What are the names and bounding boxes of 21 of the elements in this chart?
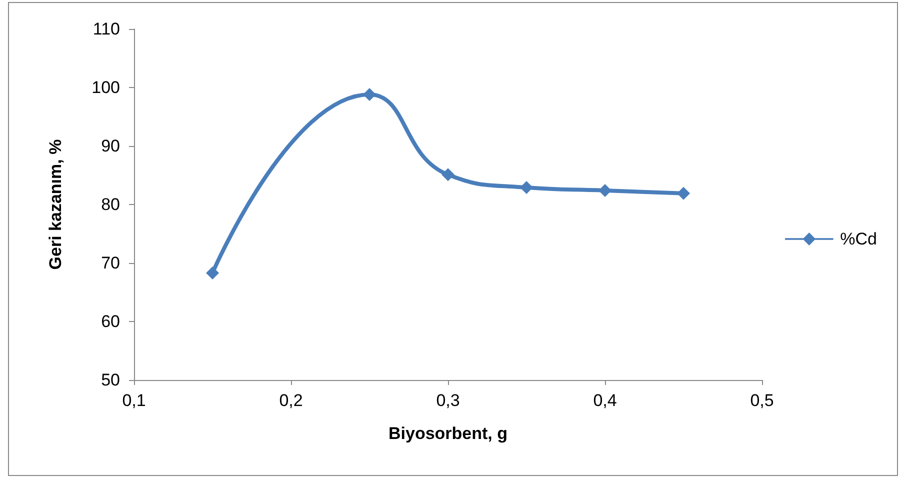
point xyxy=(520,181,533,194)
y-tick-label: 70 xyxy=(101,254,120,272)
x-tick-label: 0,1 xyxy=(122,391,146,410)
point xyxy=(206,266,219,280)
x-tick-label: 0,5 xyxy=(750,391,774,410)
y-tick-label: 60 xyxy=(101,312,120,331)
point xyxy=(677,186,690,200)
x-tick-label: 0,3 xyxy=(436,391,460,410)
point xyxy=(598,184,612,197)
y-tick-label: 90 xyxy=(101,136,120,156)
point xyxy=(363,88,376,102)
x-tick-label: 0,2 xyxy=(279,391,303,410)
x-tick-label: 0,4 xyxy=(593,391,617,410)
y-tick-label: 80 xyxy=(101,195,120,214)
point xyxy=(442,168,454,182)
y-tick-label: 110 xyxy=(92,20,120,38)
y-tick-label: 50 xyxy=(101,370,120,390)
legend-label: %Cd xyxy=(840,230,878,248)
y-tick-label: 100 xyxy=(92,78,120,97)
y-axis-title: Geri kazanım, % xyxy=(46,139,65,270)
x-axis-title: Biyosorbent, g xyxy=(388,424,508,443)
